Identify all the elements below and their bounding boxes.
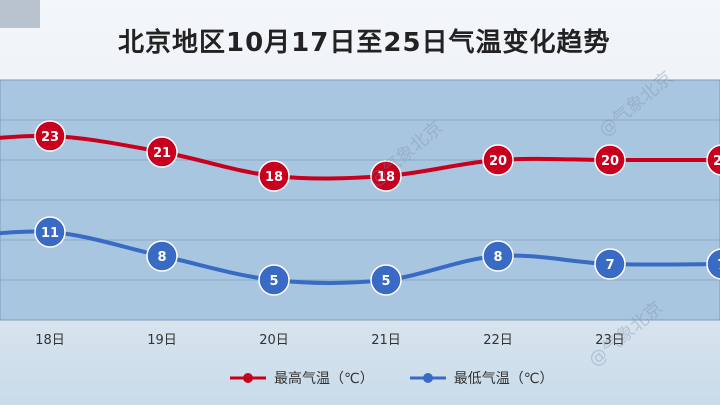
- data-label: 7: [605, 258, 614, 273]
- data-point: [146, 240, 178, 272]
- x-tick-label: 21日: [371, 333, 401, 348]
- legend-low-swatch: [409, 373, 446, 383]
- x-tick-label: 18日: [35, 333, 65, 348]
- legend-high-swatch: [230, 373, 266, 383]
- data-label: 20: [489, 154, 507, 169]
- data-point: [370, 264, 402, 296]
- data-label: 20: [601, 154, 619, 169]
- x-tick-label: 19日: [147, 333, 177, 348]
- data-point: [34, 216, 66, 248]
- data-label: 8: [157, 250, 166, 265]
- data-point: [34, 120, 66, 152]
- data-label: 8: [493, 250, 502, 265]
- corner-badge: [0, 0, 40, 28]
- data-point: [482, 144, 514, 176]
- data-point: [258, 264, 290, 296]
- x-tick-label: 22日: [483, 333, 513, 348]
- chart-title: 北京地区10月17日至25日气温变化趋势: [118, 28, 611, 58]
- legend-item-low: 最低气温（℃）: [408, 368, 554, 388]
- data-label: 7: [717, 258, 720, 273]
- data-label: 23: [41, 130, 59, 145]
- legend-item-high: 最高气温（℃）: [228, 368, 374, 388]
- data-point: [706, 144, 720, 176]
- data-point: [706, 248, 720, 280]
- data-point: [594, 248, 626, 280]
- data-point: [482, 240, 514, 272]
- data-label: 18: [377, 170, 395, 185]
- data-point: [258, 160, 290, 192]
- data-label: 21: [153, 146, 171, 161]
- x-tick-label: 23日: [595, 333, 625, 348]
- x-tick-label: 20日: [259, 333, 289, 348]
- legend-low-label: 最低气温（℃）: [453, 371, 554, 387]
- legend: 最高气温（℃） 最低气温（℃）: [228, 368, 553, 388]
- data-label: 20: [713, 154, 720, 169]
- data-point: [146, 136, 178, 168]
- data-label: 5: [269, 274, 278, 289]
- data-point: [370, 160, 402, 192]
- data-label: 18: [265, 170, 283, 185]
- data-label: 5: [381, 274, 390, 289]
- data-label: 11: [41, 226, 59, 241]
- legend-high-label: 最高气温（℃）: [274, 371, 374, 387]
- data-point: [594, 144, 626, 176]
